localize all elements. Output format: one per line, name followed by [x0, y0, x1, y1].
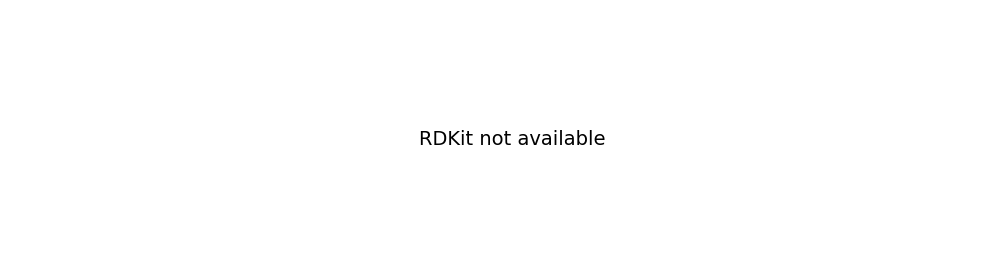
Text: RDKit not available: RDKit not available	[419, 130, 606, 149]
